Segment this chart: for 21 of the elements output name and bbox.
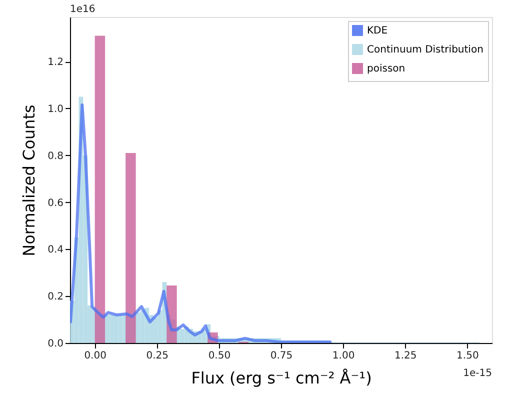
y-axis-title: Normalized Counts — [20, 104, 39, 256]
x-tick-label: 0.00 — [84, 350, 106, 362]
x-tick-label: 1.00 — [332, 350, 355, 362]
legend-label: KDE — [367, 26, 388, 36]
x-tick-label: 1.25 — [394, 350, 417, 362]
y-tick-label: 1.2 — [48, 57, 64, 68]
x-tick-label: 0.75 — [270, 350, 293, 362]
text: 1e16 — [70, 4, 96, 15]
legend-label: Continuum Distribution — [367, 44, 484, 56]
y-tick-label: 0.0 — [48, 338, 64, 350]
y-tick-label: 1.0 — [48, 104, 64, 115]
y-tick-label: 0.8 — [48, 150, 64, 162]
x-axis-title: Flux (erg s⁻¹ cm⁻² Å⁻¹) — [191, 368, 372, 388]
x-tick-label: 1.50 — [456, 350, 479, 362]
y-tick-label: 0.4 — [48, 244, 64, 256]
text: 1e-15 — [463, 368, 492, 379]
x-tick-label: 0.50 — [208, 350, 231, 362]
x-tick-label: 0.25 — [146, 350, 169, 362]
y-tick-label: 0.6 — [48, 198, 64, 209]
legend-label: poisson — [367, 64, 406, 74]
y-tick-label: 0.2 — [48, 292, 64, 303]
